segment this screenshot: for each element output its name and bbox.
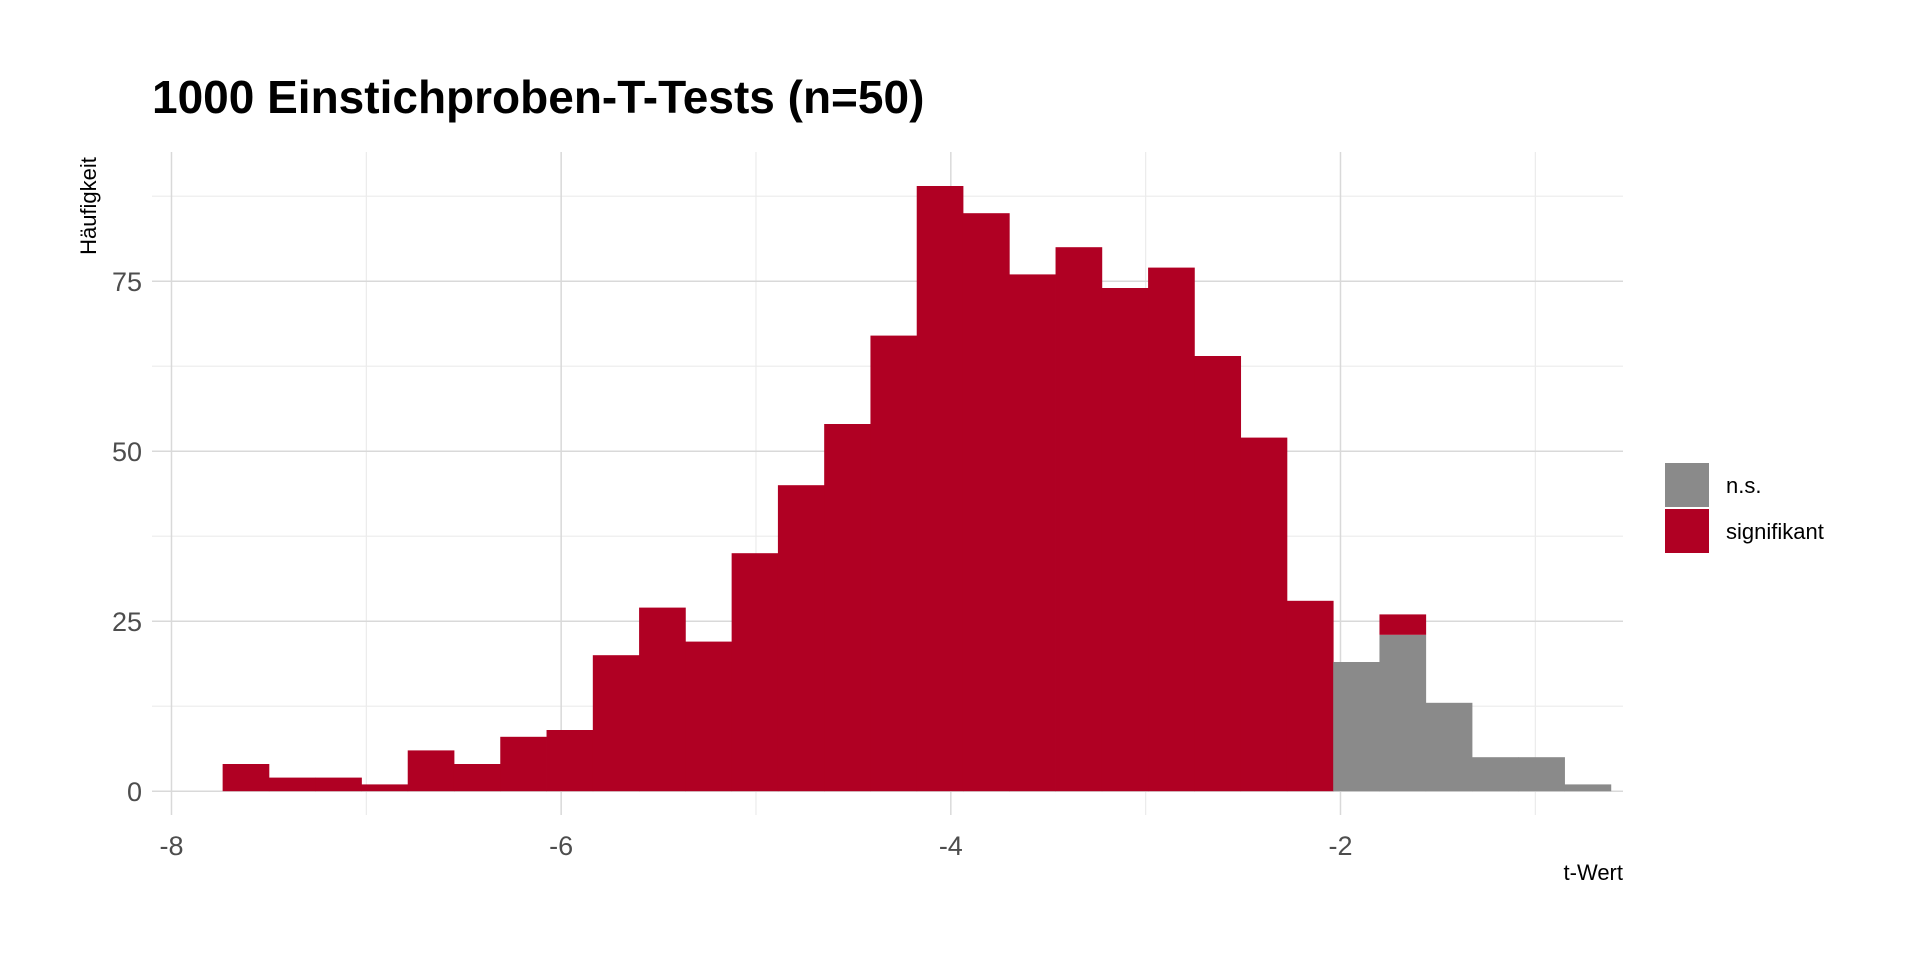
histogram-bar [1194,356,1242,792]
histogram-bar [1472,757,1519,792]
legend-label: n.s. [1726,473,1761,498]
y-tick-label: 0 [127,777,142,807]
histogram-bar [453,764,501,792]
histogram-bar [1240,437,1288,792]
legend-label: signifikant [1726,519,1824,544]
histogram-bar [1379,614,1427,635]
histogram-bar [777,485,825,792]
chart-title: 1000 Einstichproben-T-Tests (n=50) [152,71,925,123]
histogram-bar [731,553,779,792]
histogram-bar [1101,288,1149,792]
histogram-bar [1286,600,1334,792]
histogram-bar [1425,702,1473,792]
y-tick-label: 75 [112,267,142,297]
histogram-bar [1333,662,1380,792]
x-tick-label: -8 [159,831,183,861]
histogram-bar [639,607,686,792]
x-axis-label: t-Wert [1564,860,1623,885]
histogram-bar [685,641,733,792]
histogram-bar [546,730,594,792]
x-tick-label: -6 [549,831,573,861]
histogram-bar [315,777,362,792]
histogram-bar [1564,784,1612,792]
histogram-bar [1009,274,1056,792]
x-tick-label: -4 [939,831,963,861]
histogram-bar [222,764,270,792]
histogram-bar [592,655,640,792]
histogram-bar [500,736,547,792]
y-tick-label: 25 [112,607,142,637]
histogram-bar [268,777,316,792]
histogram-bar [870,335,918,792]
histogram-bar [824,424,871,792]
histogram-bar [1148,267,1195,792]
y-axis-label: Häufigkeit [76,157,101,255]
histogram-bar [962,213,1010,792]
legend-key [1665,509,1709,553]
histogram-bar [361,784,409,792]
histogram-bar [916,186,964,792]
histogram-bar [407,750,455,792]
histogram-bar [1518,757,1565,792]
histogram-bar [1055,247,1103,792]
histogram-bar [1379,634,1427,792]
y-tick-label: 50 [112,437,142,467]
x-tick-label: -2 [1328,831,1352,861]
legend-key [1665,463,1709,507]
